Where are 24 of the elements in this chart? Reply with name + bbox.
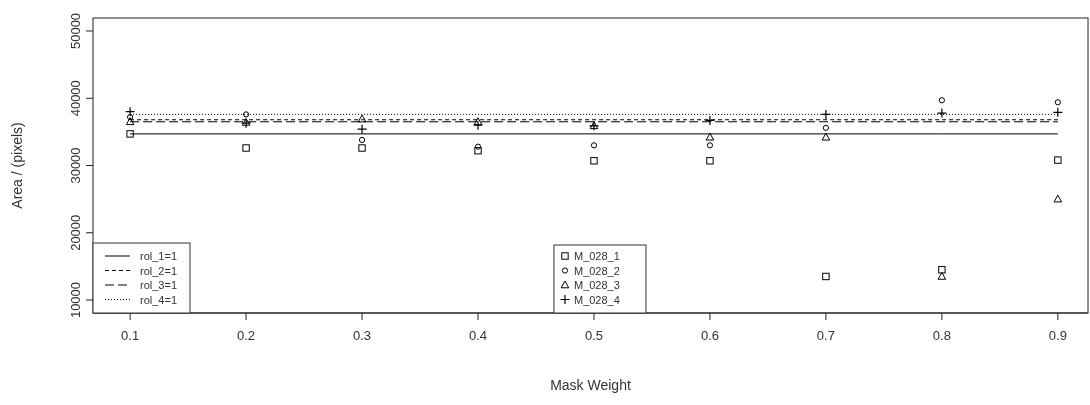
x-axis-title: Mask Weight [550,377,631,393]
y-tick-label: 30000 [68,147,83,184]
legend-label: rol_4=1 [140,293,178,306]
legend-label: M_028_1 [573,250,620,262]
y-axis-title: Area / (pixels) [9,122,25,209]
x-tick-label: 0.8 [932,328,951,343]
legend-label: rol_3=1 [140,279,178,291]
legend-label: rol_2=1 [140,264,178,277]
x-tick-label: 0.2 [237,328,256,343]
x-tick-label: 0.1 [121,328,140,343]
y-tick-label: 10000 [68,281,83,319]
legend-label: rol_1=1 [140,250,178,262]
legend-label: M_028_4 [573,293,620,306]
x-tick-label: 0.7 [816,328,835,343]
y-tick-label: 40000 [68,80,83,117]
legend-label: M_028_2 [573,264,620,277]
x-tick-label: 0.4 [468,328,488,343]
x-tick-label: 0.3 [353,328,372,343]
y-tick-label: 20000 [68,214,83,251]
x-tick-label: 0.5 [584,328,604,343]
legend-label: M_028_3 [573,279,620,291]
x-tick-label: 0.9 [1048,328,1067,343]
x-tick-label: 0.6 [700,328,719,343]
y-tick-label: 50000 [68,12,83,50]
